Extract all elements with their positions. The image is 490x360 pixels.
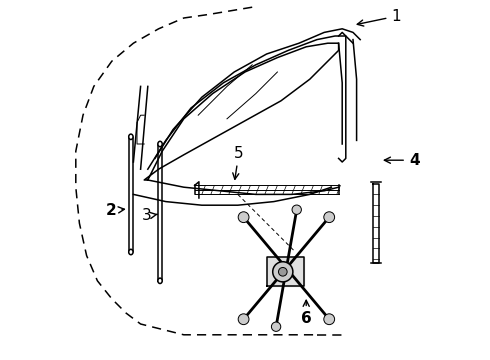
Circle shape: [273, 262, 293, 282]
Circle shape: [324, 314, 335, 325]
Circle shape: [238, 212, 249, 222]
Circle shape: [292, 205, 301, 215]
Ellipse shape: [129, 249, 133, 255]
Ellipse shape: [158, 141, 162, 147]
Circle shape: [324, 212, 335, 222]
Ellipse shape: [158, 278, 162, 284]
Text: 6: 6: [301, 300, 312, 326]
Text: 3: 3: [142, 208, 157, 224]
Circle shape: [278, 267, 287, 276]
Polygon shape: [267, 257, 304, 286]
Text: 4: 4: [384, 153, 419, 168]
Text: 5: 5: [233, 145, 244, 179]
Text: 2: 2: [106, 203, 124, 218]
Ellipse shape: [129, 134, 133, 139]
Circle shape: [271, 322, 281, 331]
Text: 1: 1: [357, 9, 401, 26]
Circle shape: [238, 314, 249, 325]
